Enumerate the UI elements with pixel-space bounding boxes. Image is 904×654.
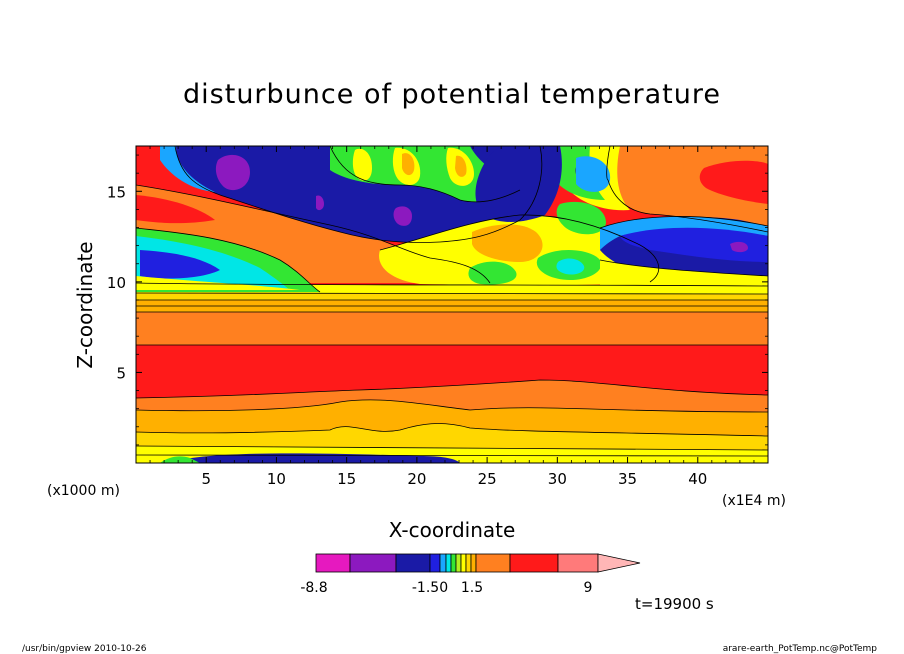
y-axis-title: Z-coordinate <box>73 241 97 368</box>
colorbar-tick-label: -1.50 <box>412 580 448 596</box>
y-axis-ticks: 5 10 15 <box>107 154 768 446</box>
right-cyan-lower <box>600 216 768 250</box>
y-tick-label: 10 <box>107 274 126 292</box>
colorbar-swatch <box>349 553 397 573</box>
surface-green <box>160 456 200 463</box>
x-tick-label: 40 <box>688 470 707 488</box>
x-tick-label: 5 <box>201 470 211 488</box>
colorbar-swatch <box>445 553 452 573</box>
x-unit-label: (x1E4 m) <box>722 493 786 509</box>
colorbar-swatch <box>450 553 457 573</box>
right-purple-lower <box>730 241 748 253</box>
x-tick-label: 35 <box>618 470 637 488</box>
y-tick-label: 15 <box>107 183 126 201</box>
right-blue-upper <box>475 146 562 222</box>
colorbar-swatch <box>395 553 431 573</box>
plot-area <box>136 146 768 463</box>
colorbar-swatch <box>460 553 467 573</box>
center-green-1 <box>468 261 517 285</box>
left-yellow-fill <box>136 276 300 290</box>
mid-top-orange-1 <box>402 153 415 176</box>
mid-top-orange-2 <box>455 155 467 177</box>
band-upper-orange <box>136 312 768 345</box>
colorbar-labels: -8.8 -1.50 1.5 9 <box>300 580 592 596</box>
colorbar-swatch <box>475 553 511 573</box>
right-red-upper <box>699 160 768 204</box>
x-axis-title: X-coordinate <box>389 518 516 542</box>
contour-lines <box>136 146 768 457</box>
footer-left: /usr/bin/gpview 2010-10-26 <box>22 644 147 654</box>
chart-title: disturbunce of potential temperature <box>183 79 721 110</box>
x-tick-label: 30 <box>548 470 567 488</box>
colorbar-swatch <box>429 553 441 573</box>
colorbar-swatch <box>509 553 559 573</box>
y-tick-label: 5 <box>116 364 126 382</box>
upper-purple-3 <box>316 195 324 211</box>
center-cyan <box>556 258 585 275</box>
colorbar-tick-label: 9 <box>584 580 593 596</box>
colorbar-swatch <box>557 553 599 573</box>
colorbar-swatch <box>315 553 351 573</box>
upper-purple-2 <box>393 206 412 226</box>
footer-right: arare-earth_PotTemp.nc@PotTemp <box>723 644 878 654</box>
band-mid-gold <box>136 293 768 300</box>
x-axis-ticks: 5 10 15 20 25 30 35 40 <box>149 146 755 488</box>
y-unit-label: (x1000 m) <box>47 483 120 499</box>
time-label: t=19900 s <box>635 595 714 613</box>
right-cyan-small <box>576 156 611 192</box>
x-tick-label: 15 <box>337 470 356 488</box>
plot-frame <box>135 145 769 464</box>
left-blue-pocket <box>140 250 220 279</box>
mid-top-green <box>330 146 520 202</box>
colorbar-swatch <box>470 553 477 573</box>
x-tick-label: 20 <box>407 470 426 488</box>
right-darkblue-lower <box>620 227 768 262</box>
colorbar-arrow <box>597 553 641 573</box>
colorbar <box>315 553 641 573</box>
upper-purple-1 <box>215 154 250 191</box>
upper-blue-outline <box>160 146 215 192</box>
x-tick-label: 10 <box>267 470 286 488</box>
mid-top-yellow-1 <box>352 148 372 181</box>
upper-left-red <box>136 195 215 224</box>
colorbar-swatch <box>465 553 472 573</box>
colorbar-swatch <box>455 553 462 573</box>
x-tick-label: 25 <box>478 470 497 488</box>
colorbar-tick-label: 1.5 <box>461 580 483 596</box>
colorbar-tick-label: -8.8 <box>300 580 327 596</box>
center-orange <box>472 224 543 262</box>
colorbar-swatch <box>439 553 447 573</box>
